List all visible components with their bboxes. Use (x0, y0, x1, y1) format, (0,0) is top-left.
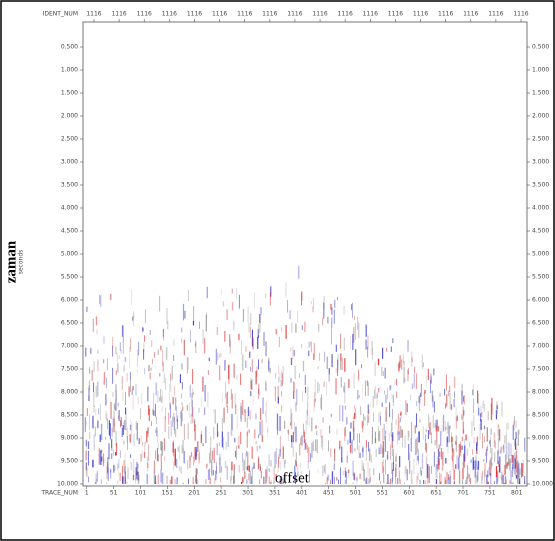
y2-tick-label: 0.500 (532, 44, 549, 51)
y-tick-label: 1.500 (61, 90, 78, 97)
x-tick-label: 51 (110, 490, 118, 497)
y2-tick-label: 8.500 (532, 412, 549, 419)
y2-tick-label: 10.000 (532, 481, 553, 488)
y2-tick-label: 3.000 (532, 159, 549, 166)
top-label: 1116 (338, 11, 353, 18)
x-tick-label: 601 (404, 490, 416, 497)
x-tick-label: 501 (350, 490, 362, 497)
y2-tick-label: 2.000 (532, 113, 549, 120)
y2-tick-label: 4.500 (532, 228, 549, 235)
top-label: 1116 (111, 11, 126, 18)
y-tick-label: 3.500 (61, 182, 78, 189)
top-label: 1116 (86, 11, 101, 18)
y-tick-label: 7.500 (61, 366, 78, 373)
x-tick-label: 751 (484, 490, 496, 497)
top-label: 1116 (312, 11, 327, 18)
x-axis-label: offset (275, 470, 310, 486)
seismic-texture (84, 265, 526, 484)
y-tick-label: 7.000 (61, 343, 78, 350)
x-tick-label: 401 (296, 490, 308, 497)
y-tick-label: 10.000 (57, 481, 78, 488)
y-tick-label: 1.000 (61, 67, 78, 74)
x-tick-label: 251 (215, 490, 227, 497)
y-tick-label: 6.500 (61, 320, 78, 327)
top-label: 1116 (413, 11, 428, 18)
y2-tick-label: 1.000 (532, 67, 549, 74)
top-label: 1116 (237, 11, 252, 18)
top-label: 1116 (438, 11, 453, 18)
y-tick-label: 4.000 (61, 205, 78, 212)
y-tick-label: 5.000 (61, 251, 78, 258)
x-tick-label: 301 (242, 490, 254, 497)
top-label: 1116 (513, 11, 528, 18)
x-tick-label: 351 (269, 490, 281, 497)
y-tick-label: 4.500 (61, 228, 78, 235)
y2-tick-label: 9.500 (532, 458, 549, 465)
top-label: 1116 (137, 11, 152, 18)
x-tick-label: 551 (377, 490, 389, 497)
x-tick-label: 651 (430, 490, 442, 497)
y2-tick-label: 7.500 (532, 366, 549, 373)
y-tick-label: 9.000 (61, 435, 78, 442)
top-axis-label: IDENT_NUM (43, 11, 78, 18)
y2-tick-label: 6.000 (532, 297, 549, 304)
y2-tick-label: 5.000 (532, 251, 549, 258)
y-tick-label: 2.000 (61, 113, 78, 120)
y-axis-sublabel: seconds (18, 250, 25, 275)
x-axis-name: TRACE_NUM (40, 490, 78, 497)
x-tick-label: 451 (323, 490, 335, 497)
top-label: 1116 (463, 11, 478, 18)
x-tick-label: 701 (457, 490, 469, 497)
top-label: 1116 (262, 11, 277, 18)
y-tick-label: 0.500 (61, 44, 78, 51)
y2-tick-label: 8.000 (532, 389, 549, 396)
top-label: 1116 (187, 11, 202, 18)
y2-tick-label: 5.500 (532, 274, 549, 281)
top-label: 1116 (287, 11, 302, 18)
top-label: 1116 (388, 11, 403, 18)
x-tick-label: 151 (162, 490, 174, 497)
y-axis-label: zaman (3, 240, 19, 283)
top-label: 1116 (212, 11, 227, 18)
x-tick-label: 801 (511, 490, 523, 497)
y-tick-label: 9.500 (61, 458, 78, 465)
top-label: 1116 (488, 11, 503, 18)
y2-tick-label: 3.500 (532, 182, 549, 189)
y2-tick-label: 4.000 (532, 205, 549, 212)
top-label: 1116 (162, 11, 177, 18)
y-tick-label: 8.000 (61, 389, 78, 396)
y2-tick-label: 2.500 (532, 136, 549, 143)
y-tick-label: 2.500 (61, 136, 78, 143)
y-tick-label: 6.000 (61, 297, 78, 304)
x-tick-label: 101 (135, 490, 147, 497)
y-tick-label: 8.500 (61, 412, 78, 419)
y-tick-label: 3.000 (61, 159, 78, 166)
y2-tick-label: 9.000 (532, 435, 549, 442)
y2-tick-label: 7.000 (532, 343, 549, 350)
x-tick-label: 1 (85, 490, 89, 497)
y-tick-label: 5.500 (61, 274, 78, 281)
y2-tick-label: 6.500 (532, 320, 549, 327)
x-tick-label: 201 (189, 490, 201, 497)
top-label: 1116 (363, 11, 378, 18)
y2-tick-label: 1.500 (532, 90, 549, 97)
